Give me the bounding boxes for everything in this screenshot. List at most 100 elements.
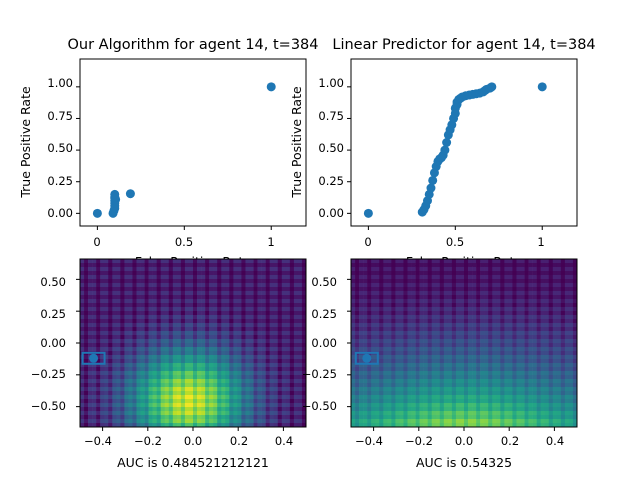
heatmap-cell (124, 411, 129, 416)
heatmap-cell (383, 319, 388, 324)
heatmap-cell (253, 271, 258, 276)
heatmap-cell (257, 271, 262, 276)
heatmap-cell (492, 423, 497, 428)
heatmap-cell (261, 327, 266, 332)
heatmap-cell (508, 287, 513, 292)
heatmap-cell (205, 371, 210, 376)
heatmap-cell (104, 371, 109, 376)
heatmap-cell (100, 387, 105, 392)
heatmap-cell (528, 275, 533, 280)
heatmap-cell (241, 315, 246, 320)
heatmap-cell (536, 391, 541, 396)
heatmap-cell (176, 291, 182, 296)
heatmap-cell (371, 403, 376, 408)
heatmap-cell (245, 271, 250, 276)
heatmap-cell (419, 387, 424, 392)
heatmap-cell (289, 399, 295, 404)
heatmap-cell (237, 343, 242, 348)
heatmap-cell (225, 367, 230, 372)
heatmap-cell (492, 395, 497, 400)
heatmap-cell (221, 367, 226, 372)
heatmap-cell (443, 307, 449, 312)
heatmap-cell (221, 395, 226, 400)
heatmap-cell (447, 355, 453, 360)
heatmap-cell (492, 379, 497, 384)
heatmap-cell (564, 327, 570, 332)
heatmap-cell (439, 395, 445, 400)
heatmap-cell (508, 267, 513, 272)
heatmap-cell (144, 379, 149, 384)
heatmap-cell (88, 387, 93, 392)
heatmap-cell (176, 371, 182, 376)
heatmap-cell (261, 311, 266, 316)
heatmap-cell (447, 295, 453, 300)
heatmap-cell (484, 275, 489, 280)
heatmap-cell (556, 387, 562, 392)
heatmap-cell (112, 339, 117, 344)
heatmap-cell (363, 379, 368, 384)
heatmap-cell (496, 359, 501, 364)
heatmap-cell (439, 367, 445, 372)
heatmap-cell (516, 299, 521, 304)
heatmap-cell (439, 267, 445, 272)
heatmap-cell (379, 311, 384, 316)
heatmap-cell (120, 331, 125, 336)
heatmap-cell (508, 299, 513, 304)
heatmap-cell (480, 343, 485, 348)
heatmap-cell (472, 375, 477, 380)
heatmap-cell (281, 403, 287, 408)
heatmap-cell (560, 391, 566, 396)
heatmap-cell (415, 387, 420, 392)
heatmap-cell (419, 311, 424, 316)
heatmap-cell (536, 283, 541, 288)
heatmap-cell (241, 283, 246, 288)
heatmap-cell (84, 423, 89, 428)
heatmap-cell (237, 339, 242, 344)
heatmap-cell (552, 355, 558, 360)
heatmap-cell (403, 355, 408, 360)
heatmap-cell (395, 315, 400, 320)
heatmap-cell (407, 419, 412, 424)
heatmap-cell (241, 343, 246, 348)
heatmap-cell (245, 295, 250, 300)
heatmap-cell (556, 295, 562, 300)
heatmap-cell (403, 271, 408, 276)
heatmap-cell (172, 415, 178, 420)
heatmap-cell (201, 331, 206, 336)
heatmap-cell (289, 407, 295, 412)
heatmap-cell (468, 295, 473, 300)
heatmap-cell (188, 327, 194, 332)
heatmap-cell (293, 391, 299, 396)
heatmap-cell (419, 263, 424, 268)
heatmap-cell (423, 295, 428, 300)
heatmap-cell (468, 343, 473, 348)
heatmap-cell (387, 267, 392, 272)
heatmap-cell (407, 343, 412, 348)
heatmap-cell (427, 387, 433, 392)
heatmap-cell (411, 323, 416, 328)
heatmap-cell (217, 387, 222, 392)
heatmap-cell (375, 383, 380, 388)
heatmap-cell (455, 375, 461, 380)
heatmap-cell (435, 303, 441, 308)
heatmap-cell (411, 287, 416, 292)
heatmap-cell (391, 411, 396, 416)
heatmap-cell (512, 319, 517, 324)
heatmap-cell (451, 423, 457, 428)
heatmap-cell (484, 267, 489, 272)
heatmap-cell (379, 259, 384, 264)
heatmap-cell (355, 347, 360, 352)
heatmap-cell (229, 351, 234, 356)
heatmap-cell (100, 411, 105, 416)
heatmap-cell (552, 411, 558, 416)
heatmap-cell (176, 315, 182, 320)
heatmap-cell (371, 307, 376, 312)
heatmap-cell (172, 319, 178, 324)
heatmap-cell (160, 371, 166, 376)
heatmap-cell (359, 367, 364, 372)
heatmap-cell (536, 279, 541, 284)
heatmap-cell (221, 347, 226, 352)
heatmap-cell (281, 339, 287, 344)
heatmap-cell (520, 343, 525, 348)
heatmap-cell (496, 343, 501, 348)
